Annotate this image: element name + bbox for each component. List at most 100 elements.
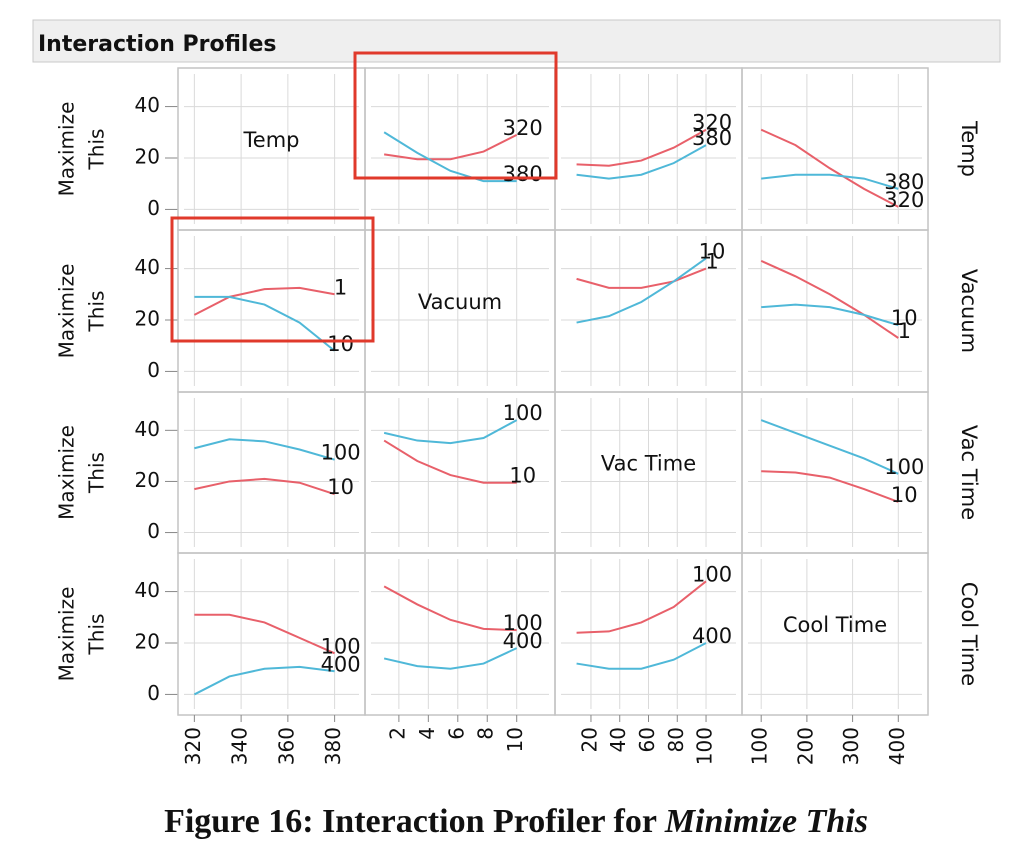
y-tick-label: 40	[135, 417, 160, 441]
profile-line	[194, 438, 335, 461]
profile-line	[383, 585, 517, 632]
highlight-box	[170, 216, 375, 343]
y-tick-label: 0	[147, 196, 160, 220]
profile-line	[194, 613, 336, 655]
profile-line	[761, 303, 899, 327]
y-tick-label: 40	[135, 255, 160, 279]
x-tick-label: 4	[415, 727, 439, 740]
level-label: 1	[334, 275, 347, 299]
y-axis-label: Maximize	[55, 264, 79, 359]
y-axis-label: Maximize	[55, 587, 79, 682]
row-factor-label: Vacuum	[957, 269, 981, 353]
panel-border	[364, 67, 556, 231]
row-factor-label: Cool Time	[957, 582, 981, 686]
profile-line	[193, 665, 335, 696]
x-tick-label: 2	[385, 727, 409, 740]
x-tick-label: 400	[885, 727, 909, 765]
profile-line	[576, 267, 707, 289]
y-axis-label: This	[85, 129, 109, 171]
factor-name: Temp	[243, 128, 300, 152]
y-tick-label: 40	[135, 578, 160, 602]
profile-line	[576, 144, 707, 180]
panel: Vac Time	[554, 391, 743, 554]
level-label: 1	[898, 319, 911, 343]
profile-line	[576, 642, 707, 670]
level-label: 100	[503, 401, 543, 425]
row-factor-label: Temp	[957, 120, 981, 177]
factor-name: Vac Time	[601, 451, 696, 475]
profile-line	[193, 286, 335, 316]
header-bar	[32, 19, 1001, 63]
profile-line	[383, 647, 518, 670]
level-label: 100	[321, 634, 361, 658]
level-label: 10	[891, 306, 918, 330]
level-label: 10	[891, 483, 918, 507]
level-label: 100	[692, 562, 732, 586]
level-label: 320	[503, 116, 543, 140]
panel: Vacuum	[364, 229, 556, 393]
level-label: 1	[705, 250, 718, 274]
y-tick-label: 20	[135, 630, 160, 654]
panel: 110	[554, 229, 743, 393]
caption-text: Figure 16: Interaction Profiler for	[164, 803, 665, 840]
y-axis-label: This	[85, 452, 109, 494]
profile-line	[384, 133, 518, 161]
profile-line	[576, 128, 707, 167]
y-tick-label: 0	[147, 358, 160, 382]
level-label: 10	[509, 464, 536, 488]
y-tick-label: 0	[147, 681, 160, 705]
level-label: 10	[327, 332, 354, 356]
x-tick-label: 80	[664, 727, 688, 752]
x-tick-label: 360	[274, 727, 298, 765]
row-factor-label: Vac Time	[957, 425, 981, 520]
level-label: 100	[884, 455, 924, 479]
profile-line	[760, 259, 899, 339]
profile-line	[383, 439, 517, 484]
panel: 10 100	[364, 391, 556, 554]
profile-line	[761, 470, 899, 503]
level-label: 400	[692, 624, 732, 648]
y-tick-label: 0	[147, 519, 160, 543]
factor-name: Vacuum	[418, 290, 502, 314]
x-tick-label: 320	[181, 727, 205, 765]
level-label: 10	[327, 475, 354, 499]
profile-line	[576, 580, 707, 634]
panel-border	[741, 552, 929, 716]
panel-border	[177, 391, 366, 554]
x-tick-label: 100	[748, 727, 772, 765]
y-axis-label: Maximize	[55, 425, 79, 520]
x-tick-label: 200	[793, 727, 817, 765]
profile-line	[194, 477, 335, 496]
panel: Temp	[177, 67, 366, 231]
header-title: Interaction Profiles	[38, 32, 276, 57]
x-tick-label: 60	[635, 727, 659, 752]
y-axis-label: This	[85, 291, 109, 333]
y-tick-label: 20	[135, 307, 160, 331]
level-label: 380	[503, 162, 543, 186]
panel: 100 400	[554, 552, 743, 716]
level-label: 100	[321, 441, 361, 465]
x-tick-label: 100	[693, 727, 717, 765]
factor-name: Cool Time	[783, 613, 887, 637]
level-label: 400	[503, 629, 543, 653]
x-tick-label: 20	[577, 727, 601, 752]
profile-line	[383, 419, 518, 445]
profile-line	[576, 257, 707, 324]
x-tick-label: 6	[444, 727, 468, 740]
panel: Cool Time	[741, 552, 929, 716]
panel: 1 10	[177, 229, 366, 393]
profile-line	[383, 131, 517, 183]
y-axis-label: Maximize	[55, 102, 79, 197]
caption-emphasis: Minimize This	[664, 803, 868, 840]
y-tick-label: 40	[135, 93, 160, 117]
highlight-box	[353, 51, 558, 180]
profile-line	[761, 173, 899, 190]
caption: Figure 16: Interaction Profiler for Mini…	[164, 803, 868, 840]
x-tick-label: 40	[606, 727, 630, 752]
